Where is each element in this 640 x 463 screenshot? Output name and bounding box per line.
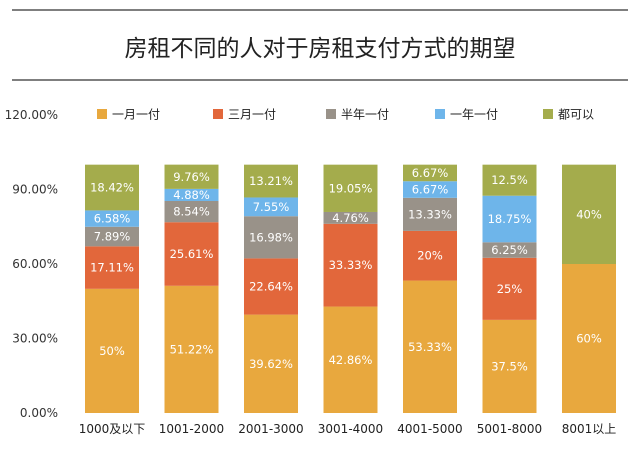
bar-segment <box>403 181 457 198</box>
y-tick-label: 90.00% <box>12 183 58 197</box>
bar-segment <box>244 258 298 315</box>
legend-swatch <box>213 109 223 119</box>
bar-segment <box>482 257 537 320</box>
data-label: 9.76% <box>173 170 210 184</box>
bar-segment <box>562 164 616 264</box>
bar-segment <box>403 230 457 281</box>
data-label: 40% <box>576 207 602 221</box>
y-tick-label: 30.00% <box>12 332 58 346</box>
bar-segment <box>85 210 139 227</box>
data-label: 13.33% <box>408 207 452 221</box>
x-tick-label: 2001-3000 <box>238 422 303 436</box>
legend-label: 三月一付 <box>228 108 276 122</box>
data-label: 33.33% <box>329 258 373 272</box>
x-tick-label: 1001-2000 <box>159 422 224 436</box>
data-label: 13.21% <box>249 174 293 188</box>
bar-segment <box>323 164 378 212</box>
bar-segment <box>403 197 457 231</box>
bar-segment <box>85 246 139 289</box>
bar-segment <box>562 264 616 413</box>
bar-segment <box>164 222 219 286</box>
legend-label: 都可以 <box>558 108 594 122</box>
legend-label: 一月一付 <box>112 108 160 122</box>
data-label: 6.58% <box>94 212 131 226</box>
bar-segment <box>164 285 219 413</box>
bar-segment <box>244 164 298 198</box>
x-tick-label: 8001以上 <box>562 422 617 436</box>
data-label: 60% <box>576 332 602 346</box>
bar-segment <box>244 216 298 259</box>
data-label: 12.5% <box>491 173 528 187</box>
bar-segment <box>85 164 139 211</box>
bars: 50% 17.11% 7.89% 6.58% 18.42% 51.22% 25.61% 8.5… <box>85 164 616 413</box>
bar-segment <box>482 164 537 196</box>
legend-swatch <box>435 109 445 119</box>
bar-segment <box>164 188 219 201</box>
data-label: 16.98% <box>249 230 293 244</box>
data-label: 50% <box>99 344 125 358</box>
bar-segment <box>482 319 537 413</box>
data-label: 4.76% <box>332 211 369 225</box>
bar-segment <box>164 164 219 189</box>
bar-segment <box>244 314 298 413</box>
y-axis: 0.00% 30.00% 60.00% 90.00% 120.00% <box>5 108 58 420</box>
chart-title: 房租不同的人对于房租支付方式的期望 <box>125 36 516 62</box>
data-label: 6.67% <box>412 166 449 180</box>
legend-swatch <box>326 109 336 119</box>
bar-segment <box>403 164 457 182</box>
y-tick-label: 120.00% <box>5 108 58 122</box>
data-label: 6.25% <box>491 243 528 257</box>
data-label: 8.54% <box>173 205 210 219</box>
data-label: 37.5% <box>491 359 528 373</box>
x-tick-label: 3001-4000 <box>318 422 383 436</box>
data-label: 4.88% <box>173 188 210 202</box>
legend-swatch <box>543 109 553 119</box>
bar-segment <box>323 223 378 307</box>
data-label: 51.22% <box>170 342 214 356</box>
data-label: 18.75% <box>488 212 532 226</box>
bar-segment <box>482 242 537 258</box>
bar-segment <box>323 211 378 224</box>
bar-segment <box>323 306 378 413</box>
data-label: 20% <box>417 249 443 263</box>
data-label: 53.33% <box>408 340 452 354</box>
legend: 一月一付 三月一付 半年一付 一年一付 都可以 <box>97 108 594 122</box>
data-label: 42.86% <box>329 353 373 367</box>
legend-label: 一年一付 <box>450 108 498 122</box>
x-tick-label: 4001-5000 <box>397 422 462 436</box>
bar-segment <box>403 280 457 413</box>
x-axis: 1000及以下 1001-2000 2001-3000 3001-4000 4001-5… <box>79 422 617 436</box>
bar-segment <box>482 195 537 243</box>
y-tick-label: 0.00% <box>20 406 58 420</box>
bar-segment <box>164 200 219 223</box>
bar-segment <box>85 226 139 247</box>
data-label: 17.11% <box>90 261 134 275</box>
data-label: 25% <box>497 282 523 296</box>
data-label: 18.42% <box>90 181 134 195</box>
legend-label: 半年一付 <box>341 108 389 122</box>
y-tick-label: 60.00% <box>12 257 58 271</box>
x-tick-label: 1000及以下 <box>79 422 146 436</box>
bar-segment <box>244 197 298 217</box>
data-label: 39.62% <box>249 357 293 371</box>
data-label: 22.64% <box>249 279 293 293</box>
data-label: 6.67% <box>412 183 449 197</box>
bar-segment <box>85 288 139 413</box>
data-label: 19.05% <box>329 181 373 195</box>
legend-swatch <box>97 109 107 119</box>
data-label: 7.55% <box>253 200 290 214</box>
data-label: 25.61% <box>170 247 214 261</box>
data-label: 7.89% <box>94 230 131 244</box>
x-tick-label: 5001-8000 <box>477 422 542 436</box>
